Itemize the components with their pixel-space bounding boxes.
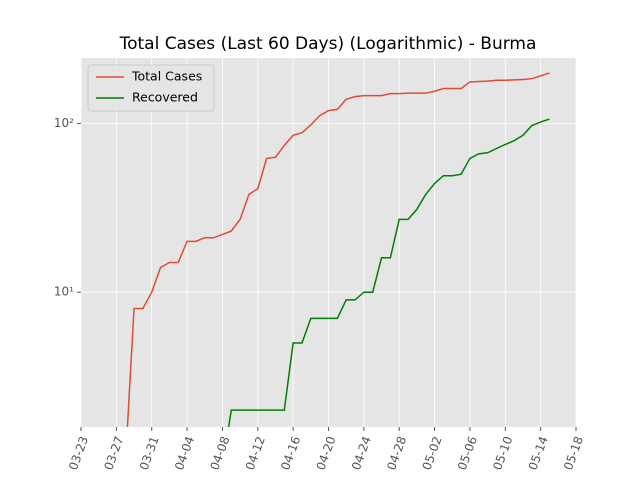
- x-tick-label: 03-27: [101, 434, 126, 472]
- x-tick-label: 04-24: [349, 434, 374, 472]
- x-tick-label: 05-06: [455, 434, 480, 472]
- legend-label: Total Cases: [131, 69, 202, 84]
- x-tick-label: 05-02: [420, 434, 445, 472]
- x-tick-label: 04-28: [384, 434, 409, 472]
- x-tick-label: 03-23: [66, 434, 91, 472]
- series-line: [227, 118, 550, 427]
- chart-title: Total Cases (Last 60 Days) (Logarithmic)…: [119, 34, 537, 54]
- x-tick-label: 04-04: [172, 434, 197, 472]
- x-tick-label: 05-18: [561, 434, 586, 472]
- y-tick-label: 10²: [54, 116, 74, 130]
- x-tick-label: 03-31: [137, 434, 162, 472]
- x-tick-label: 04-20: [314, 434, 339, 472]
- series-line: [126, 72, 550, 427]
- x-tick-label: 05-10: [490, 434, 515, 472]
- x-tick-label: 04-08: [207, 434, 232, 472]
- legend-label: Recovered: [132, 90, 198, 105]
- x-tick-label: 04-16: [278, 434, 303, 472]
- x-tick-label: 05-14: [526, 434, 551, 472]
- y-tick-label: 10¹: [54, 285, 74, 299]
- x-tick-label: 04-12: [243, 434, 268, 472]
